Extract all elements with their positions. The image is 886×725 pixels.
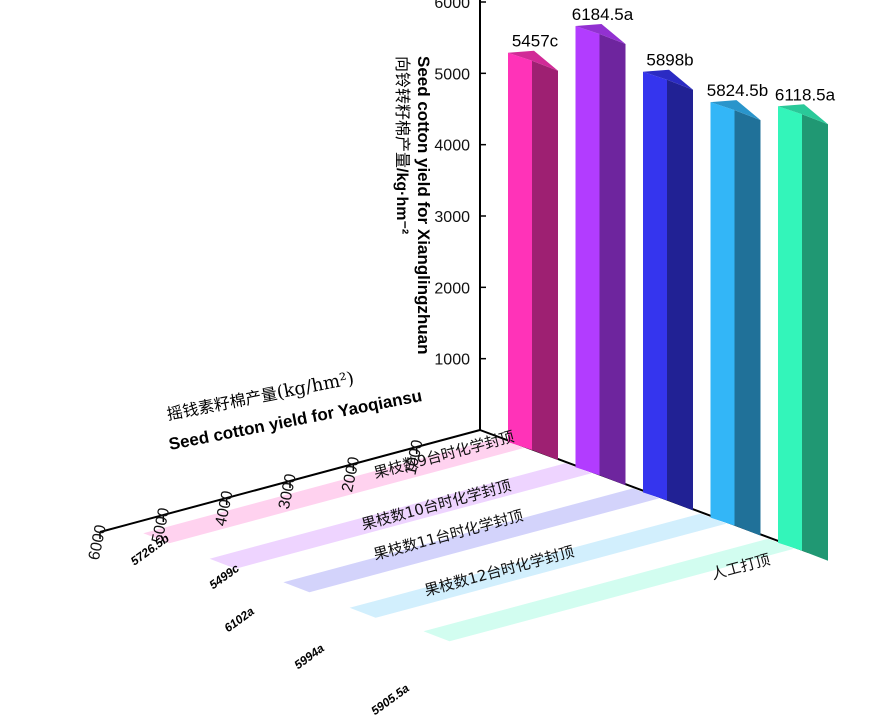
floor-strip-5	[423, 538, 794, 642]
bar-2	[575, 24, 626, 486]
bar-value-label: 5457c	[512, 32, 559, 51]
vertical-axis-ticks: 1000 2000 3000 4000 5000 6000	[434, 0, 486, 369]
bar-top-face	[575, 24, 626, 44]
vertical-axis-title: Seed cotton yield for Xianglingzhuan	[414, 56, 433, 354]
bar-side-face	[599, 34, 626, 486]
vertical-tick-label: 4000	[434, 138, 470, 155]
bar-3	[643, 69, 693, 511]
bar-5	[778, 104, 828, 561]
depth-value-label-4: 5994a	[292, 641, 327, 672]
vertical-tick-label: 3000	[434, 209, 470, 226]
vertical-axis-title-cn: 向铃转籽棉产量/kg·hm⁻²	[393, 56, 412, 234]
bar-front-face	[575, 26, 600, 476]
bar-value-label: 6118.5a	[775, 85, 836, 104]
bar-front-face	[643, 71, 667, 501]
floor-strip-4	[349, 513, 727, 618]
bar-side-face	[802, 114, 828, 561]
bar-front-face	[710, 102, 735, 526]
bar-value-labels: 5457c 6184.5a 5898b 5824.5b 6118.5a	[512, 5, 836, 104]
bar-top-face	[508, 50, 558, 71]
depth-value-label-3: 6102a	[222, 604, 257, 635]
bar-4	[710, 100, 761, 536]
bar-top-face	[643, 69, 693, 90]
bar-value-label: 6184.5a	[572, 5, 634, 24]
depth-value-label-5: 5905.5a	[368, 681, 412, 718]
vertical-tick-label: 1000	[434, 352, 470, 369]
floor-strips	[143, 438, 794, 642]
bar-front-face	[508, 52, 532, 450]
depth-tick-label: 6000	[86, 523, 110, 561]
bars	[508, 24, 828, 561]
vertical-tick-label: 2000	[434, 280, 470, 297]
floor-strip-3	[283, 488, 659, 593]
bar-value-label: 5898b	[646, 51, 693, 70]
bar-side-face	[667, 79, 693, 511]
vertical-tick-label: 6000	[434, 0, 470, 12]
bar-side-face	[532, 60, 558, 460]
bar-side-face	[734, 110, 761, 536]
bar-1	[508, 50, 558, 460]
vertical-tick-label: 5000	[434, 66, 470, 83]
depth-value-label-2: 5499c	[207, 561, 242, 592]
bar-top-face	[778, 104, 828, 125]
floor-strip-1	[143, 438, 525, 544]
bar-front-face	[778, 106, 802, 551]
bar-top-face	[710, 100, 761, 121]
floor-strip-2	[209, 463, 592, 569]
bar-value-label: 5824.5b	[707, 81, 768, 100]
